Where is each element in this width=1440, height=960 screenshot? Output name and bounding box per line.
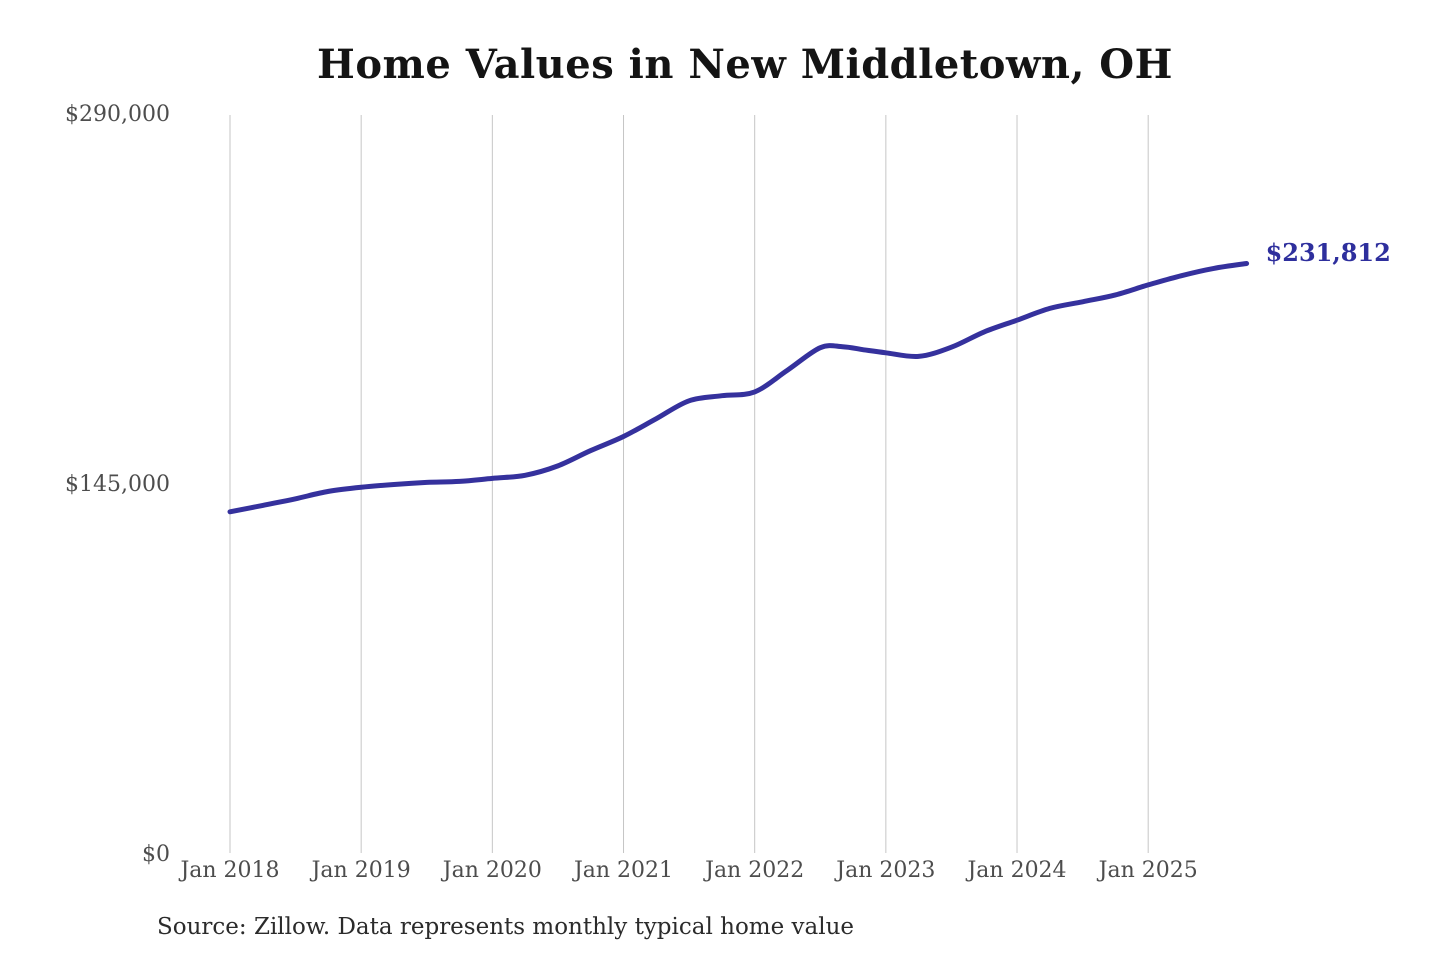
last-value-label: $231,812 [1265, 238, 1391, 268]
source-note: Source: Zillow. Data represents monthly … [157, 914, 855, 940]
x-tick-label-2022: Jan 2022 [705, 858, 805, 883]
y-tick-label-290000: $290,000 [65, 102, 170, 127]
x-tick-label-2020: Jan 2020 [442, 858, 542, 883]
x-tick-label-2024: Jan 2024 [967, 858, 1067, 883]
x-tick-label-2023: Jan 2023 [836, 858, 936, 883]
x-tick-label-2018: Jan 2018 [180, 858, 280, 883]
x-tick-label-2025: Jan 2025 [1098, 858, 1198, 883]
x-tick-label-2021: Jan 2021 [573, 858, 674, 883]
home-value-line [227, 261, 1250, 515]
y-tick-label-145000: $145,000 [65, 472, 170, 497]
y-tick-label-0: $0 [142, 842, 170, 867]
x-tick-label-2019: Jan 2019 [311, 858, 411, 883]
chart-title: Home Values in New Middletown, OH [317, 41, 1173, 88]
